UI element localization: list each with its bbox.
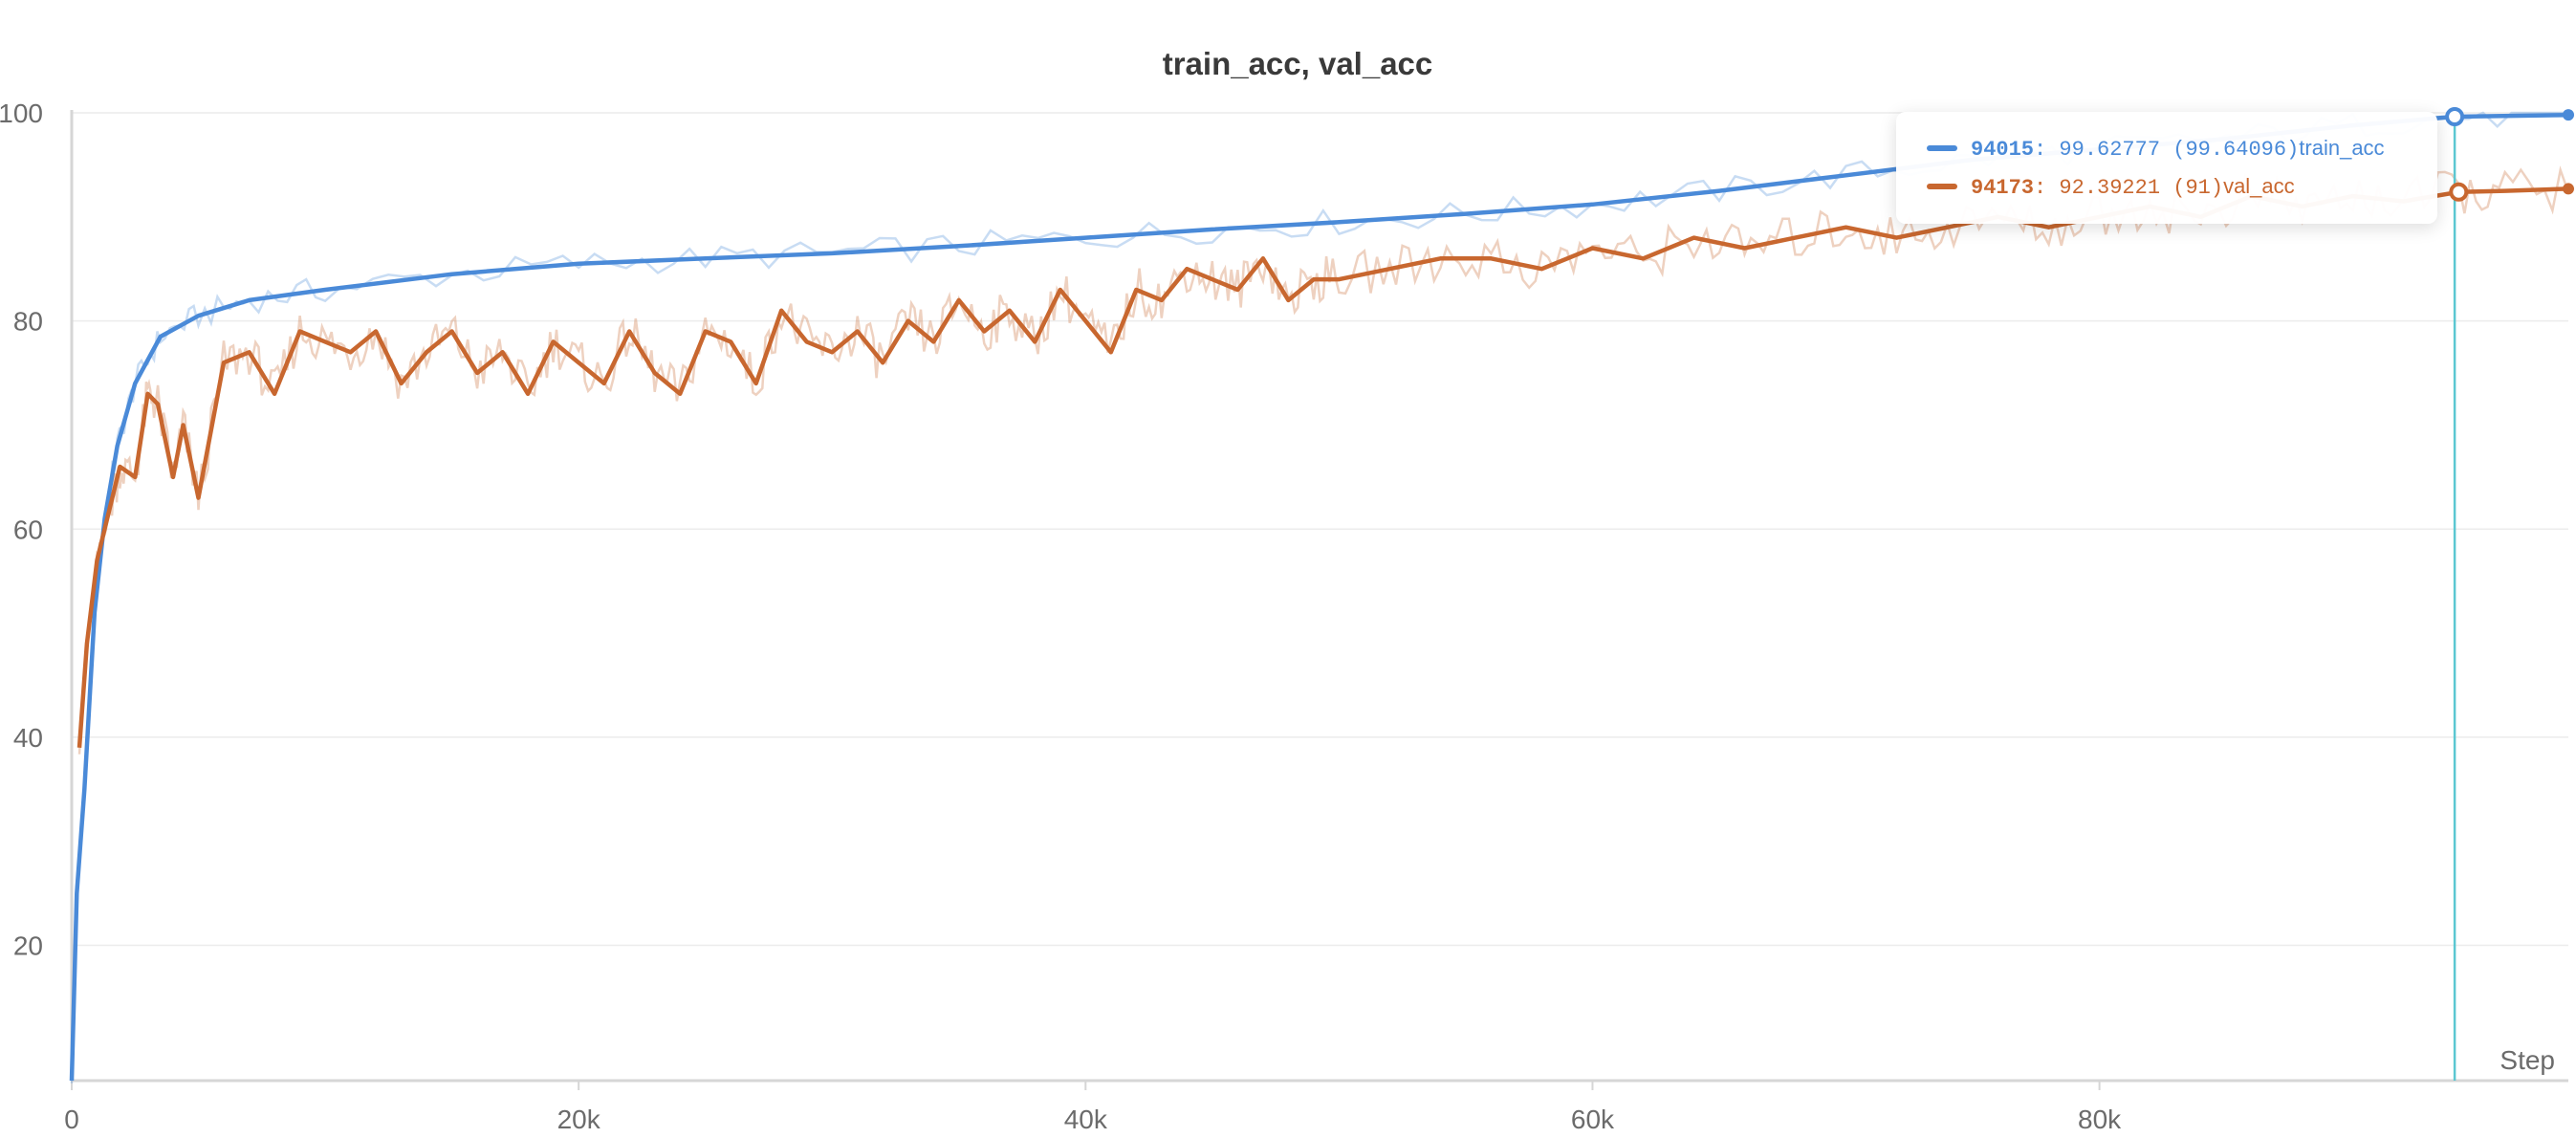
train-swatch	[1927, 145, 1957, 151]
series-train_acc[interactable]	[69, 109, 2574, 1083]
tooltip-train-value: 99.62777	[2059, 137, 2161, 162]
tooltip-val-name: val_acc	[2223, 173, 2295, 198]
grid	[72, 112, 2568, 947]
series-line[interactable]	[69, 112, 2569, 1082]
tooltip-train-step: 94015	[1971, 137, 2035, 162]
axes: 20 40 60 80 100 0 20k 40k 60k 80k	[0, 98, 2568, 1134]
y-tick-label: 100	[0, 98, 43, 128]
tooltip-train-extra: (99.64096)	[2172, 137, 2300, 162]
chart-title: train_acc, val_acc	[1163, 46, 1433, 81]
tooltip-row-val: 94173: 92.39221 (91)val_acc	[1927, 167, 2437, 206]
y-tick-label: 20	[13, 931, 43, 961]
series-line[interactable]	[76, 186, 2569, 748]
series-layer[interactable]	[69, 109, 2574, 1083]
val-swatch	[1927, 184, 1957, 189]
y-tick-label: 60	[13, 514, 43, 544]
tooltip-val-value: 92.39221	[2059, 175, 2161, 200]
x-tick-label: 0	[64, 1105, 79, 1134]
series-end-point	[2563, 109, 2574, 121]
tooltip-val-extra: (91)	[2172, 175, 2224, 200]
x-tick-label: 80k	[2078, 1105, 2122, 1134]
y-tick-label: 40	[13, 723, 43, 753]
series-end-point	[2563, 183, 2574, 195]
x-tick-label: 60k	[1571, 1105, 1615, 1134]
series-val_acc[interactable]	[76, 165, 2574, 755]
y-tick-label: 80	[13, 307, 43, 337]
tooltip: 94015: 99.62777 (99.64096)train_acc 9417…	[1896, 112, 2437, 224]
x-axis-label: Step	[2500, 1045, 2555, 1075]
cursor-layer	[2445, 107, 2469, 1081]
series-raw-line	[77, 165, 2570, 755]
hover-point-train_acc	[2445, 107, 2465, 127]
tooltip-row-train: 94015: 99.62777 (99.64096)train_acc	[1927, 129, 2437, 167]
series-raw-line	[70, 111, 2568, 1083]
x-tick-label: 40k	[1064, 1105, 1108, 1134]
tooltip-val-step: 94173	[1971, 175, 2035, 200]
hover-point-val_acc	[2449, 182, 2469, 202]
x-tick-label: 20k	[557, 1105, 601, 1134]
tooltip-train-name: train_acc	[2299, 135, 2385, 160]
